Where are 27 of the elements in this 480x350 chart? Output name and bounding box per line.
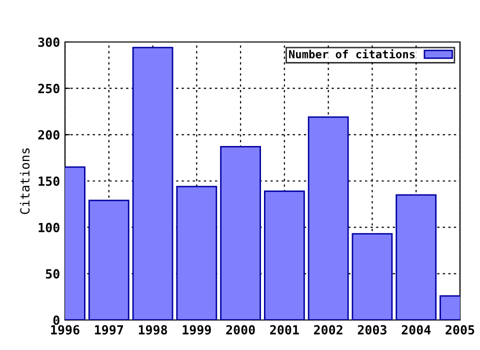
x-tick-label: 1997 — [94, 325, 123, 335]
x-tick-label: 2005 — [446, 325, 474, 335]
y-tick-label: 0 — [53, 315, 60, 325]
x-tick-label: 2002 — [314, 325, 342, 335]
bar — [352, 233, 393, 320]
bar — [396, 194, 437, 320]
x-tick-label: 1998 — [138, 325, 168, 335]
x-tick-label: 2004 — [402, 325, 431, 335]
y-tick-label: 200 — [38, 130, 60, 140]
bar — [220, 146, 261, 320]
x-tick-label: 2003 — [358, 325, 386, 335]
y-tick-label: 100 — [38, 222, 60, 232]
x-tick-label: 2001 — [270, 325, 299, 335]
bar — [88, 200, 130, 320]
y-tick-label: 150 — [38, 176, 60, 186]
x-tick-label: 1999 — [182, 325, 211, 335]
x-tick-label: 2000 — [226, 325, 255, 335]
bar — [132, 46, 174, 320]
y-tick-label: 250 — [38, 84, 60, 94]
bar — [176, 186, 218, 320]
x-tick-label: 1996 — [51, 325, 80, 335]
bar — [264, 190, 305, 320]
legend-label: Number of citations — [289, 49, 415, 58]
bar — [308, 116, 349, 320]
y-tick-label: 50 — [46, 269, 60, 279]
y-axis-title: Citations — [20, 148, 30, 214]
y-tick-label: 300 — [38, 37, 60, 47]
